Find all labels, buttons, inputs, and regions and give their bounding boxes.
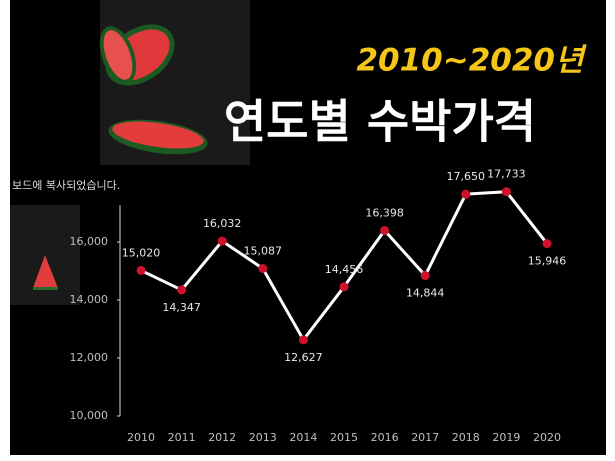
point — [177, 285, 187, 295]
x-tick-label: 2014 — [289, 431, 317, 444]
y-tick-label: 16,000 — [70, 235, 109, 248]
toast-message: 보드에 복사되었습니다. — [12, 179, 120, 192]
point — [380, 225, 390, 235]
value-label: 15,020 — [122, 246, 161, 259]
value-label: 14,347 — [162, 301, 201, 314]
y-tick-label: 10,000 — [70, 409, 109, 422]
x-tick-label: 2013 — [249, 431, 277, 444]
x-tick-label: 2012 — [208, 431, 236, 444]
value-label: 15,087 — [244, 244, 283, 257]
point — [542, 239, 552, 249]
x-tick-label: 2010 — [127, 431, 155, 444]
point — [258, 263, 268, 273]
watermelon-slice — [10, 205, 80, 305]
point — [136, 265, 146, 275]
x-tick-label: 2016 — [371, 431, 399, 444]
x-tick-label: 2017 — [411, 431, 439, 444]
x-tick-label: 2015 — [330, 431, 358, 444]
value-label: 16,032 — [203, 217, 242, 230]
x-tick-label: 2020 — [533, 431, 561, 444]
chart-title: 2010~2020년 — [356, 43, 587, 79]
x-tick-label: 2019 — [492, 431, 520, 444]
point — [217, 236, 227, 246]
value-label: 17,650 — [447, 170, 486, 183]
y-tick-label: 12,000 — [70, 351, 109, 364]
value-label: 14,844 — [406, 287, 445, 300]
value-label: 12,627 — [284, 351, 323, 364]
point — [501, 187, 511, 197]
y-tick-label: 14,000 — [70, 293, 109, 306]
chart-subtitle: 연도별 수박가격 — [224, 95, 536, 149]
value-label: 16,398 — [365, 206, 404, 219]
point — [461, 189, 471, 199]
watermelon-photo — [99, 0, 250, 165]
x-tick-label: 2011 — [168, 431, 196, 444]
point — [339, 282, 349, 292]
point — [298, 335, 308, 345]
point — [420, 271, 430, 281]
value-label: 15,946 — [528, 255, 567, 268]
value-label: 17,733 — [487, 168, 526, 181]
value-label: 14,456 — [325, 263, 364, 276]
x-tick-label: 2018 — [452, 431, 480, 444]
